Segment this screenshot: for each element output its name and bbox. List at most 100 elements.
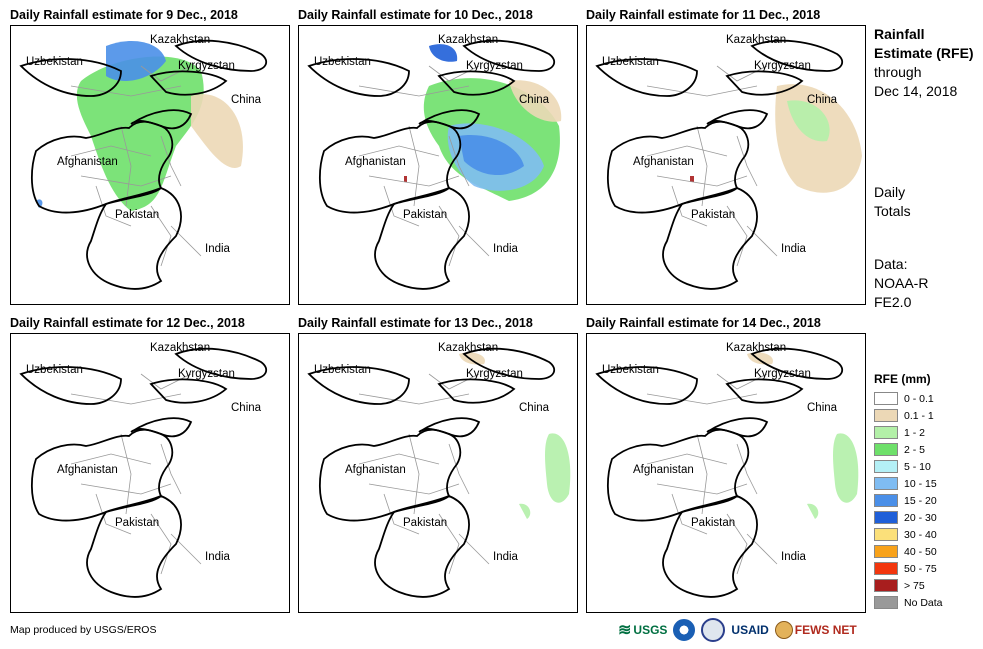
- rainfall-area: [787, 100, 830, 142]
- country-boundary: [750, 39, 844, 72]
- legend-item: 15 - 20: [874, 492, 943, 509]
- map-panel-dec-14: Daily Rainfall estimate for 14 Dec., 201…: [586, 316, 866, 621]
- country-label-uzbekistan: Uzbekistan: [314, 364, 371, 376]
- map-credit: Map produced by USGS/EROS: [10, 624, 157, 636]
- map-canvas: [595, 39, 862, 290]
- country-label-pakistan: Pakistan: [691, 517, 736, 529]
- country-boundary: [462, 39, 556, 72]
- country-label-kazakhstan: Kazakhstan: [438, 34, 499, 46]
- panel-title: Daily Rainfall estimate for 13 Dec., 201…: [298, 316, 533, 330]
- province-boundary: [160, 443, 182, 495]
- province-boundary: [70, 145, 152, 157]
- country-label-afghanistan: Afghanistan: [633, 156, 694, 168]
- rainfall-area: [36, 199, 43, 208]
- rainfall-area: [429, 44, 458, 62]
- country-label-kyrgyzstan: Kyrgyzstan: [754, 368, 811, 380]
- panel-title: Daily Rainfall estimate for 9 Dec., 2018: [10, 8, 238, 22]
- country-label-kazakhstan: Kazakhstan: [150, 342, 211, 354]
- country-boundary: [318, 120, 462, 214]
- legend-item: 20 - 30: [874, 509, 943, 526]
- country-label-india: India: [205, 551, 230, 563]
- country-boundary: [307, 58, 410, 97]
- country-boundary: [418, 417, 481, 438]
- country-boundary: [130, 109, 193, 130]
- country-label-india: India: [205, 243, 230, 255]
- country-boundary: [86, 494, 182, 598]
- legend-label: 20 - 30: [904, 511, 937, 524]
- legend-item: 50 - 75: [874, 560, 943, 577]
- country-boundary: [86, 186, 182, 290]
- legend: RFE (mm) 0 - 0.1 0.1 - 1 1 - 2 2 - 5 5 - 10 1…: [874, 372, 943, 611]
- province-boundary: [438, 513, 460, 575]
- legend-label: 40 - 50: [904, 545, 937, 558]
- country-label-china: China: [519, 94, 550, 106]
- province-boundary: [150, 513, 172, 575]
- province-boundary: [383, 185, 420, 227]
- country-label-pakistan: Pakistan: [403, 517, 448, 529]
- legend-swatch: [874, 460, 898, 473]
- rainfall-area: [690, 176, 694, 182]
- map-canvas: [19, 347, 268, 598]
- province-boundary: [736, 135, 758, 187]
- rainfall-map: Kazakhstan Uzbekistan Kyrgyzstan China Afgha…: [586, 25, 866, 305]
- province-boundary: [438, 205, 460, 267]
- legend-label: 50 - 75: [904, 562, 937, 575]
- map-panel-dec-13: Daily Rainfall estimate for 13 Dec., 201…: [298, 316, 578, 621]
- legend-label: 2 - 5: [904, 443, 926, 456]
- legend-label: > 75: [904, 579, 925, 592]
- rainfall-map: Kazakhstan Uzbekistan Kyrgyzstan China Afgha…: [298, 333, 578, 613]
- country-boundary: [750, 347, 844, 380]
- province-boundary: [736, 443, 758, 495]
- country-label-india: India: [493, 243, 518, 255]
- country-boundary: [19, 366, 122, 405]
- legend-item: 0 - 0.1: [874, 390, 943, 407]
- rainfall-area: [404, 176, 407, 182]
- province-boundary: [746, 533, 778, 565]
- map-canvas: [307, 39, 562, 290]
- country-label-india: India: [493, 551, 518, 563]
- panel-title: Daily Rainfall estimate for 12 Dec., 201…: [10, 316, 245, 330]
- daily-totals-label: Daily Totals: [874, 184, 911, 219]
- rainfall-map: Kazakhstan Uzbekistan Kyrgyzstan China Afgha…: [586, 333, 866, 613]
- province-boundary: [671, 185, 708, 227]
- map-panel-dec-9: Daily Rainfall estimate for 9 Dec., 2018…: [10, 8, 290, 313]
- province-boundary: [120, 433, 132, 515]
- map-panel-dec-11: Daily Rainfall estimate for 11 Dec., 201…: [586, 8, 866, 313]
- province-boundary: [656, 483, 748, 495]
- country-label-uzbekistan: Uzbekistan: [26, 56, 83, 68]
- usgs-wave-icon: ≋: [618, 622, 632, 639]
- usaid-text: USAID: [731, 623, 769, 637]
- country-label-china: China: [807, 94, 838, 106]
- country-label-uzbekistan: Uzbekistan: [26, 364, 83, 376]
- country-boundary: [19, 58, 122, 97]
- province-boundary: [358, 453, 440, 465]
- panel-title: Daily Rainfall estimate for 10 Dec., 201…: [298, 8, 533, 22]
- map-canvas: [595, 347, 859, 598]
- legend-swatch: [874, 392, 898, 405]
- province-boundary: [726, 513, 748, 575]
- country-boundary: [30, 428, 174, 522]
- province-boundary: [696, 433, 708, 515]
- country-boundary: [437, 70, 516, 96]
- province-boundary: [170, 533, 202, 565]
- province-boundary: [408, 433, 420, 515]
- country-label-kyrgyzstan: Kyrgyzstan: [754, 60, 811, 72]
- province-boundary: [160, 135, 182, 187]
- province-boundary: [726, 205, 748, 267]
- state-seal-logo: [701, 618, 726, 642]
- country-label-china: China: [807, 402, 838, 414]
- province-boundary: [80, 483, 172, 495]
- country-boundary: [174, 39, 268, 72]
- country-label-india: India: [781, 243, 806, 255]
- rainfall-area: [191, 94, 243, 168]
- rainfall-area: [807, 503, 819, 519]
- province-boundary: [95, 185, 132, 227]
- province-boundary: [746, 225, 778, 257]
- country-boundary: [662, 186, 758, 290]
- map-panel-dec-12: Daily Rainfall estimate for 12 Dec., 201…: [10, 316, 290, 621]
- country-label-afghanistan: Afghanistan: [633, 464, 694, 476]
- country-label-kyrgyzstan: Kyrgyzstan: [178, 368, 235, 380]
- legend-item: 40 - 50: [874, 543, 943, 560]
- province-boundary: [368, 483, 460, 495]
- legend-swatch: [874, 545, 898, 558]
